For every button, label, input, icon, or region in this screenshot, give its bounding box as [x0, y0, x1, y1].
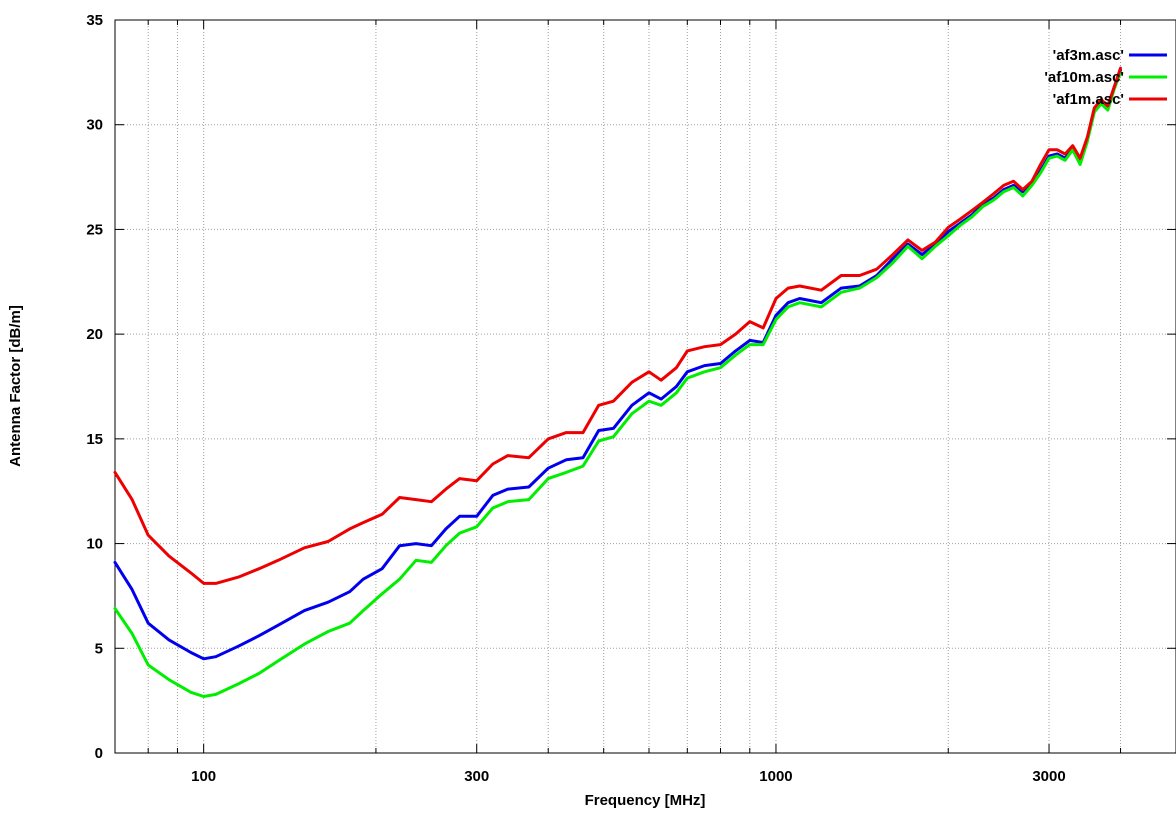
y-tick-label: 15 [86, 431, 103, 448]
x-tick-label: 3000 [1032, 768, 1065, 785]
series-line-2 [113, 70, 1122, 698]
y-tick-label: 25 [86, 221, 103, 238]
y-tick-label: 10 [86, 536, 103, 553]
y-tick-label: 5 [95, 640, 103, 657]
y-tick-label: 35 [86, 12, 103, 29]
y-tick-label: 20 [86, 326, 103, 343]
series-line-3 [113, 66, 1122, 585]
grid-lines [115, 20, 1176, 753]
series-layer [113, 66, 1122, 698]
legend-label-2: 'af10m.asc' [1044, 69, 1124, 86]
axis-ticks: 0 5 10 15 20 25 30 35 100 300 1000 3000 [86, 12, 1176, 785]
x-tick-label: 1000 [759, 768, 792, 785]
legend-label-3: 'af1m.asc' [1053, 91, 1124, 108]
x-tick-label: 100 [191, 768, 216, 785]
x-tick-label: 300 [464, 768, 489, 785]
legend-label-1: 'af3m.asc' [1053, 47, 1124, 64]
x-axis-title: Frequency [MHz] [585, 792, 706, 809]
legend: 'af3m.asc' 'af10m.asc' 'af1m.asc' [1044, 47, 1167, 108]
series-line-1 [113, 68, 1122, 661]
y-tick-label: 30 [86, 117, 103, 134]
y-tick-label: 0 [95, 745, 103, 762]
plot-area-frame [114, 19, 1176, 754]
y-axis-title: Antenna Factor [dB/m] [7, 305, 24, 467]
